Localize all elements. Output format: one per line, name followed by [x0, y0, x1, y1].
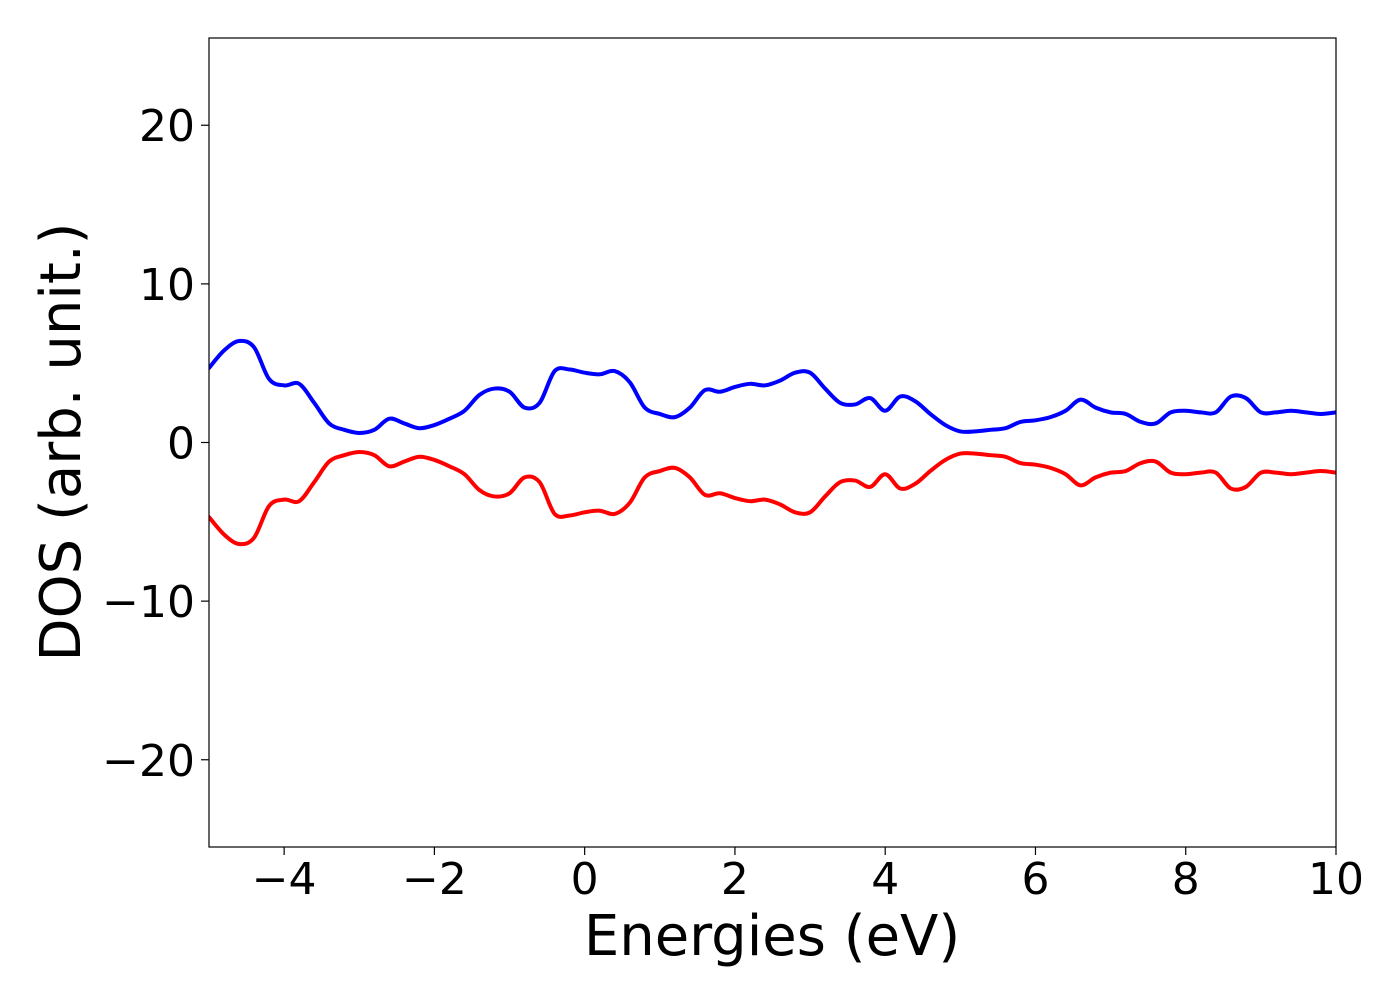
x-axis-label: Energies (eV): [584, 904, 960, 969]
x-tick-label: −2: [402, 854, 467, 905]
plot-frame: [208, 37, 1337, 848]
y-tick-label: 10: [139, 260, 195, 311]
x-tick-label: −4: [252, 854, 317, 905]
y-tick-label: 0: [167, 419, 195, 470]
y-tick-label: −10: [102, 577, 195, 628]
x-tick-label: 4: [871, 854, 899, 905]
y-tick-label: 20: [139, 101, 195, 152]
x-axis: −4 −2 0 2 4 6 8 10: [252, 847, 1364, 905]
y-axis: −20 −10 0 10 20: [102, 101, 209, 787]
x-tick-label: 2: [721, 854, 749, 905]
series-line-blue: [209, 338, 1336, 435]
x-tick-label: 0: [571, 854, 599, 905]
series-layer: [209, 338, 1336, 547]
x-tick-label: 6: [1021, 854, 1049, 905]
y-axis-label: DOS (arb. unit.): [29, 222, 94, 661]
y-tick-label: −20: [102, 736, 195, 787]
series-line-red: [209, 450, 1336, 547]
x-tick-label: 8: [1172, 854, 1200, 905]
x-tick-label: 10: [1308, 854, 1364, 905]
